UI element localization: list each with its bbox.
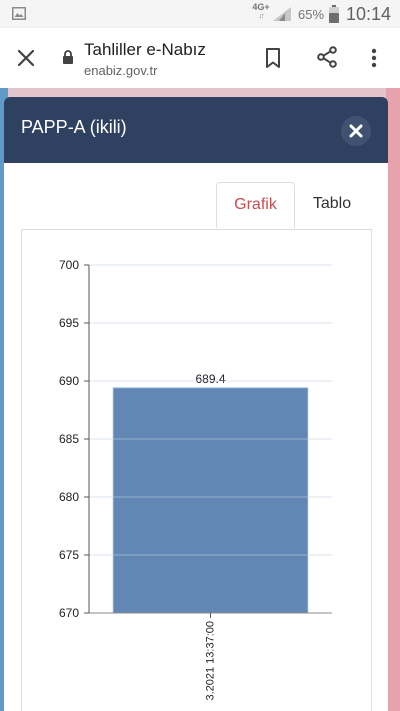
x-tick-label-0: 3.2021 13:37:00 [204,621,216,701]
lock-icon [63,50,73,64]
modal-title: PAPP-A (ikili) [21,117,127,137]
data-label-0: 689.4 [195,372,225,386]
network-indicator: 4G+ ↓↑ [252,3,270,21]
close-tab-button[interactable] [14,46,38,70]
battery-percent: 65% [298,7,325,22]
y-tick-label-6: 700 [59,258,79,272]
more-options-button[interactable] [366,46,382,70]
modal-header: PAPP-A (ikili) [4,97,388,163]
y-tick-label-1: 675 [59,548,79,562]
bar-chart: 689.4 3.2021 13:37:00 670 675 680 685 690 695 70… [59,258,332,701]
browser-toolbar: Tahliller e-Nabız enabiz.gov.tr [0,28,400,88]
modal-close-button[interactable] [341,116,371,146]
tab-grafik[interactable]: Grafik [216,182,295,228]
page-title[interactable]: Tahliller e-Nabız [84,40,206,59]
backdrop-strip-right [386,88,400,711]
data-arrows-icon: ↓↑ [258,13,265,20]
clock: 10:14 [346,4,392,24]
page-url[interactable]: enabiz.gov.tr [84,63,158,78]
chart-panel: 689.4 3.2021 13:37:00 670 675 680 685 690 695 70… [21,229,372,711]
gallery-icon [12,7,26,20]
bookmark-button[interactable] [262,46,284,70]
y-tick-label-4: 690 [59,374,79,388]
y-tick-label-0: 670 [59,606,79,620]
status-bar: 4G+ ↓↑ 65% 10:14 [0,0,400,28]
y-tick-label-5: 695 [59,316,79,330]
network-type: 4G+ [252,2,270,12]
close-icon [349,124,363,138]
share-button[interactable] [315,45,339,69]
battery-icon [329,5,339,23]
y-tick-label-3: 685 [59,432,79,446]
bar-0 [112,387,309,614]
y-tick-label-2: 680 [59,490,79,504]
result-modal: PAPP-A (ikili) Grafik Tablo 689.4 3.2021 … [4,97,388,711]
signal-icon [273,7,291,21]
tab-tablo[interactable]: Tablo [312,195,352,212]
